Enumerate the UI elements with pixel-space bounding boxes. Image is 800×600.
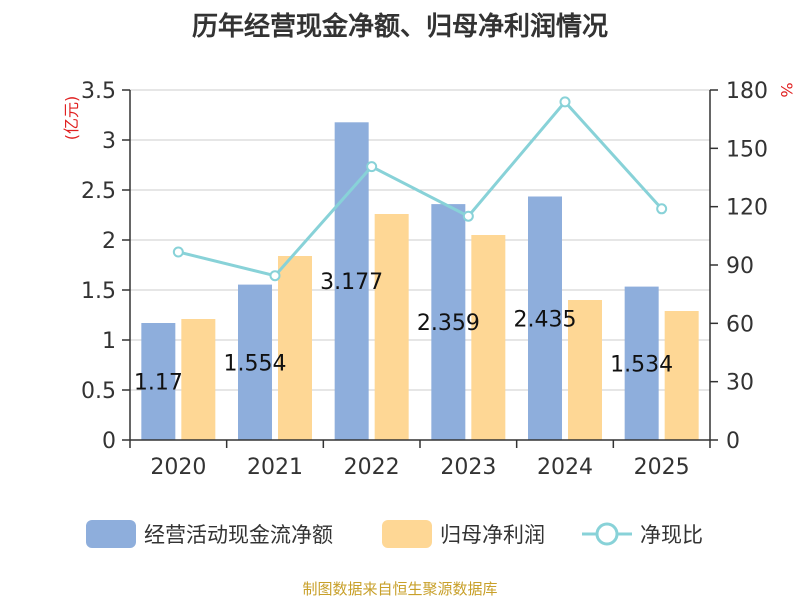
data-label-cash: 1.17 — [134, 371, 183, 396]
y-left-tick-label: 1 — [102, 329, 116, 354]
y-left-tick-label: 2 — [102, 229, 116, 254]
ratio-point — [172, 246, 184, 258]
ratio-point — [656, 203, 668, 215]
ratio-point — [366, 161, 378, 173]
y-right-tick-label: 60 — [726, 312, 754, 337]
y-left-axis-label: (亿元) — [62, 96, 81, 141]
x-tick-label: 2020 — [150, 455, 206, 480]
ratio-line — [177, 99, 663, 278]
x-tick-label: 2023 — [440, 455, 496, 480]
ratio-point — [462, 210, 474, 222]
y-right-tick-label: 0 — [726, 429, 740, 454]
bar-cash — [238, 284, 272, 440]
data-label-cash: 3.177 — [320, 270, 383, 295]
legend-label-profit: 归母净利润 — [440, 523, 545, 547]
legend-swatch-profit — [382, 520, 432, 548]
bar-profit — [181, 319, 216, 440]
data-label-cash: 2.359 — [417, 311, 480, 336]
y-right-tick-label: 90 — [726, 254, 754, 279]
ratio-point — [269, 270, 281, 282]
bar-profit — [471, 235, 506, 440]
y-right-tick-label: 180 — [726, 79, 768, 104]
bar-cash — [431, 204, 466, 440]
legend-label-cash: 经营活动现金流净额 — [144, 523, 333, 547]
y-left-tick-label: 3 — [102, 129, 116, 154]
data-label-cash: 2.435 — [514, 307, 577, 332]
y-right-tick-label: 120 — [726, 196, 768, 221]
legend-item-cash[interactable]: 经营活动现金流净额 — [86, 518, 333, 550]
legend-swatch-cash — [86, 520, 136, 548]
y-right-tick-label: 30 — [726, 371, 754, 396]
y-right-axis-label: % — [777, 82, 796, 97]
chart-title: 历年经营现金净额、归母净利润情况 — [191, 12, 608, 42]
y-left-tick-label: 1.5 — [81, 279, 116, 304]
y-right-tick-label: 150 — [726, 137, 768, 162]
x-tick-label: 2022 — [344, 455, 400, 480]
bar-cash — [528, 196, 562, 440]
source-note: 制图数据来自恒生聚源数据库 — [302, 580, 498, 598]
y-left-tick-label: 3.5 — [81, 79, 116, 104]
legend-swatch-ratio — [582, 522, 632, 546]
x-tick-label: 2021 — [247, 455, 303, 480]
x-tick-label: 2024 — [537, 455, 593, 480]
bar-profit — [278, 256, 312, 440]
bar-cash — [141, 323, 176, 440]
x-tick-label: 2025 — [634, 455, 690, 480]
ratio-point — [559, 96, 571, 108]
legend-item-ratio[interactable]: 净现比 — [582, 518, 703, 550]
y-left-tick-label: 0 — [102, 429, 116, 454]
data-label-cash: 1.534 — [610, 352, 673, 377]
legend-item-profit[interactable]: 归母净利润 — [382, 518, 545, 550]
y-left-tick-label: 0.5 — [81, 379, 116, 404]
data-label-cash: 1.554 — [224, 351, 287, 376]
legend-label-ratio: 净现比 — [640, 523, 703, 547]
bar-profit — [374, 214, 409, 440]
bar-cash — [624, 286, 659, 440]
y-left-tick-label: 2.5 — [81, 179, 116, 204]
bar-profit — [664, 311, 699, 440]
bar-profit — [568, 300, 602, 440]
